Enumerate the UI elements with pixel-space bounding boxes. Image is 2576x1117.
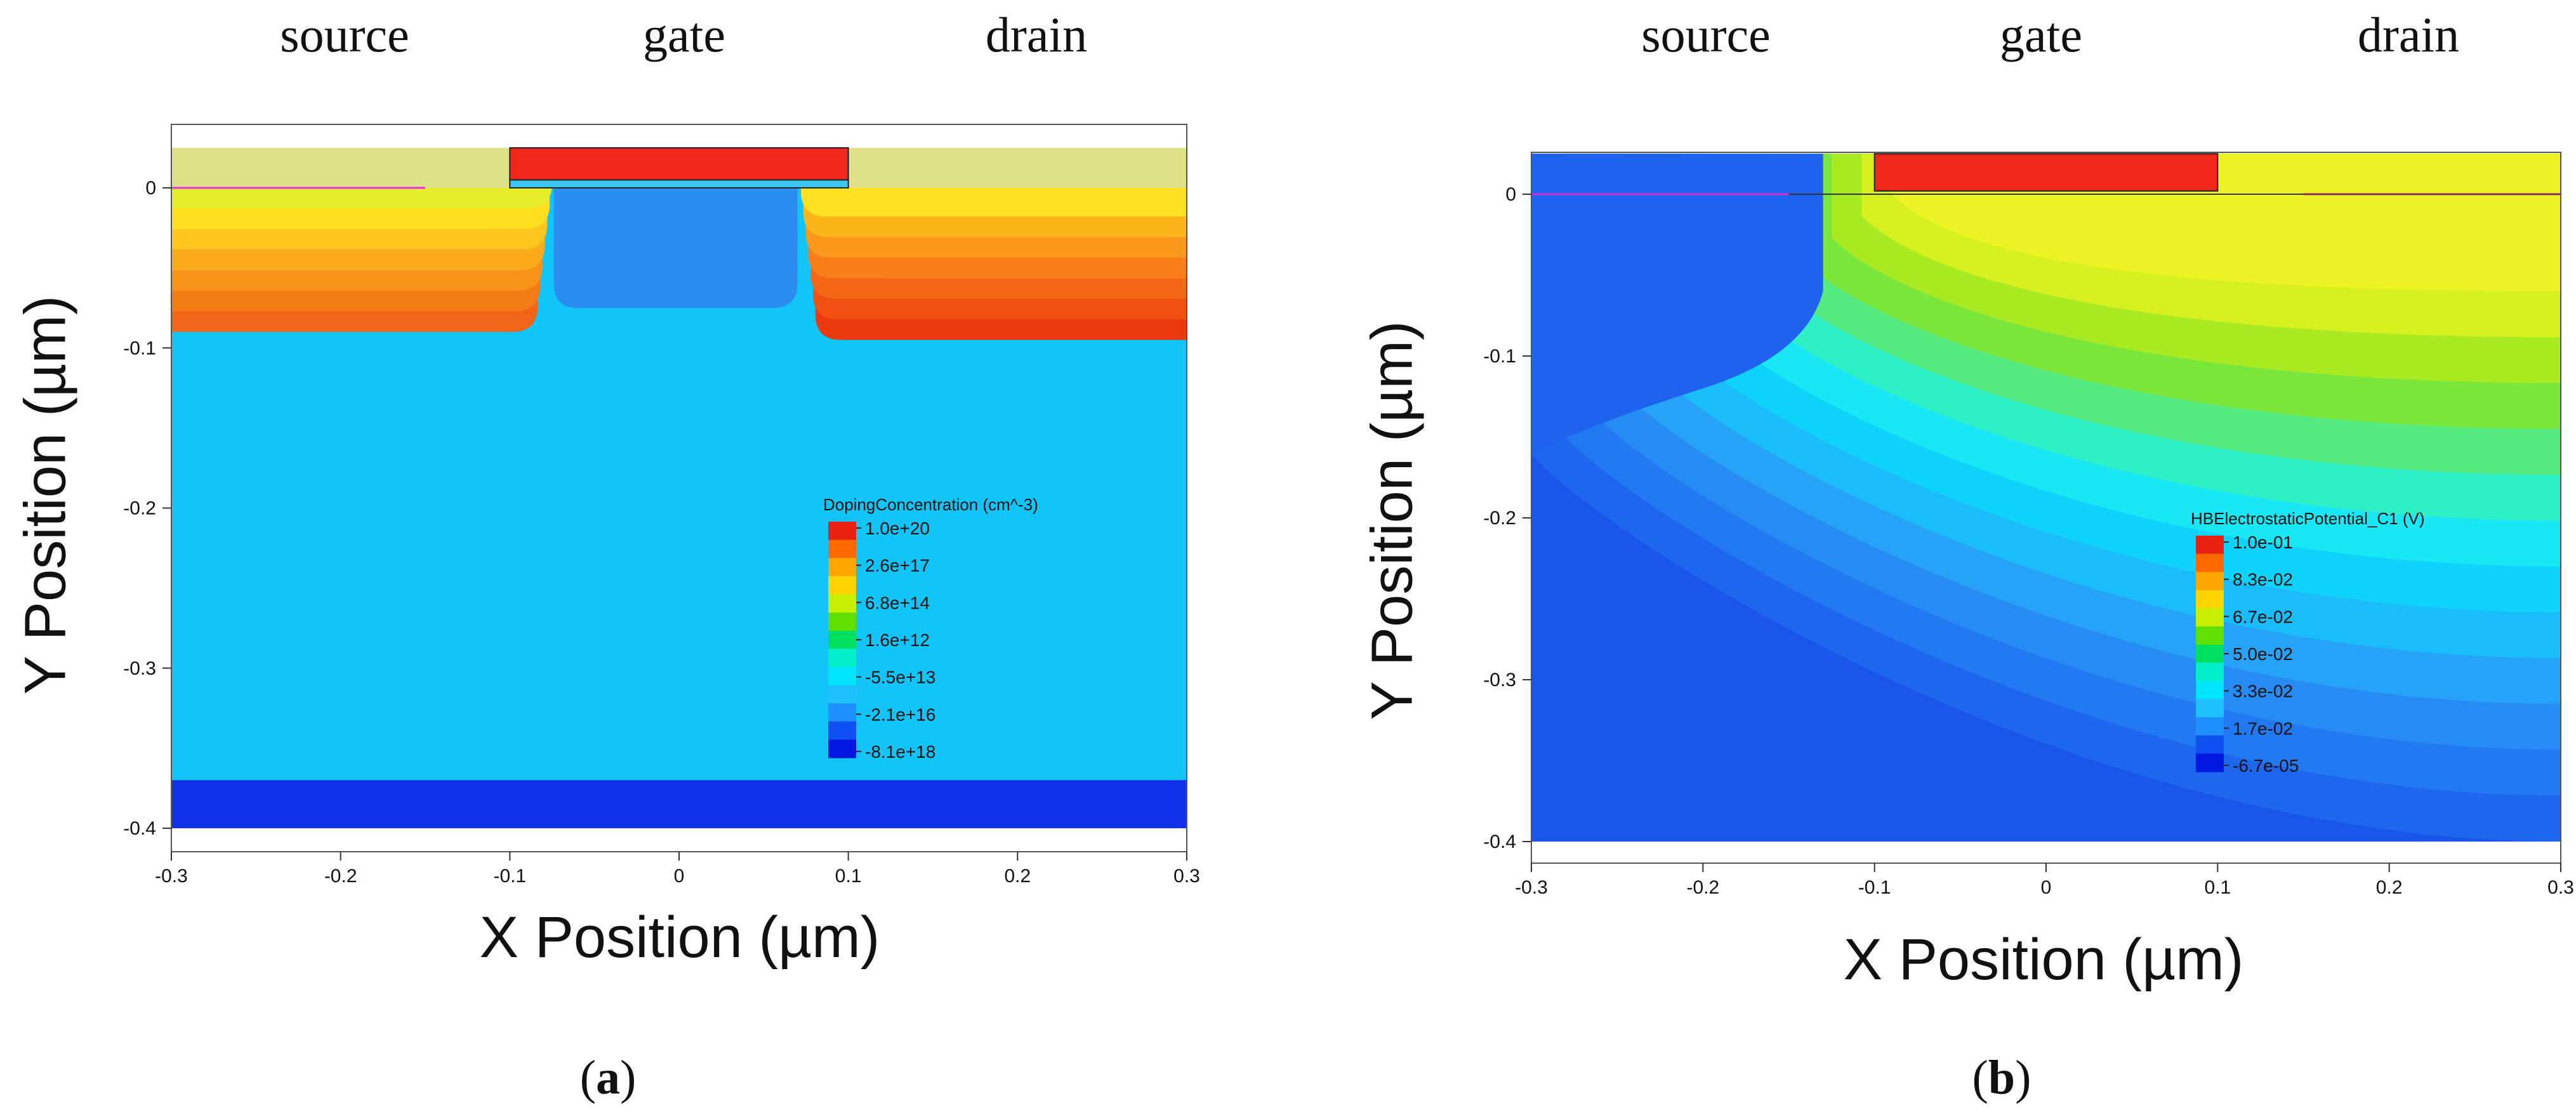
legend-swatch: [828, 576, 856, 595]
legend-label: 1.0e+20: [865, 519, 930, 538]
region-label-source: source: [1641, 7, 1771, 62]
legend-label: 6.7e-02: [2233, 607, 2293, 626]
legend-swatch: [828, 539, 856, 558]
legend-swatch: [2196, 590, 2224, 609]
substrate-bottom-band: [171, 780, 1187, 828]
legend-label: 1.0e-01: [2233, 532, 2293, 552]
x-axis-label: X Position (µm): [1843, 927, 2244, 992]
legend-swatch: [828, 612, 856, 631]
legend-label: -5.5e+13: [865, 668, 935, 687]
figure-caption: (b): [1972, 1051, 2031, 1104]
x-tick-label: 0.3: [2547, 877, 2574, 898]
channel-region: [553, 188, 798, 308]
y-tick-label: -0.1: [1483, 346, 1516, 367]
legend-swatch: [2196, 626, 2224, 645]
legend-swatch: [828, 739, 856, 758]
legend-title: DopingConcentration (cm^-3): [823, 495, 1038, 514]
x-tick-label: 0: [2041, 877, 2052, 898]
legend-swatch: [2196, 663, 2224, 682]
gate-oxide: [509, 179, 849, 189]
legend-swatch: [2196, 572, 2224, 591]
legend-label: 8.3e-02: [2233, 570, 2293, 590]
source-doping-band: [171, 183, 552, 209]
caption-letter: b: [1988, 1051, 2016, 1104]
region-label-drain: drain: [2357, 7, 2460, 62]
gate-electrode: [509, 147, 849, 181]
legend-swatch: [828, 649, 856, 668]
legend-swatch: [2196, 753, 2224, 772]
x-tick-label: -0.3: [155, 866, 188, 887]
x-axis-label: X Position (µm): [479, 905, 880, 970]
x-tick-label: 0: [674, 866, 685, 887]
x-tick-label: -0.1: [493, 866, 526, 887]
x-tick-label: 0.2: [2376, 877, 2403, 898]
legend-label: -2.1e+16: [865, 704, 935, 724]
x-tick-label: 0.1: [2204, 877, 2231, 898]
legend-swatch: [828, 721, 856, 740]
legend-label: -8.1e+18: [865, 742, 935, 762]
x-tick-label: -0.3: [1515, 877, 1548, 898]
legend-label: 1.6e+12: [865, 630, 930, 650]
legend-label: 3.3e-02: [2233, 682, 2293, 701]
source-potential-zone: [1531, 154, 1823, 453]
figure-caption: (a): [579, 1051, 637, 1104]
legend-swatch: [828, 685, 856, 704]
y-tick-label: -0.1: [123, 338, 156, 359]
legend-label: 1.7e-02: [2233, 718, 2293, 738]
y-tick-label: 0: [145, 178, 156, 199]
legend-swatch: [2196, 608, 2224, 627]
y-tick-label: 0: [1505, 184, 1516, 205]
x-tick-label: -0.2: [1686, 877, 1719, 898]
legend-label: -6.7e-05: [2233, 756, 2299, 776]
y-tick-label: -0.4: [1483, 831, 1516, 852]
caption-letter: a: [596, 1051, 620, 1104]
y-tick-label: -0.3: [123, 658, 156, 679]
figure-a: source gate drain -0.3 -0.2 -0.1 0 0.1 0.2 0.3…: [0, 0, 1282, 1117]
legend-swatch: [2196, 644, 2224, 663]
legend-label: 2.6e+17: [865, 556, 930, 576]
figure-b: source gate drain -0.3 -0.2 -0.1 0 0.1 0.2 0.3…: [1282, 0, 2576, 1117]
legend-swatch: [2196, 717, 2224, 736]
legend-swatch: [828, 594, 856, 613]
region-label-source: source: [280, 7, 409, 62]
x-tick-label: 0.1: [835, 866, 862, 887]
y-tick-label: -0.2: [1483, 508, 1516, 529]
y-tick-label: -0.4: [123, 818, 156, 839]
legend-title: HBElectrostaticPotential_C1 (V): [2191, 509, 2424, 528]
legend-swatch: [2196, 735, 2224, 754]
x-tick-label: 0.2: [1004, 866, 1031, 887]
x-tick-label: 0.3: [1173, 866, 1200, 887]
y-axis-label: Y Position (µm): [1359, 321, 1425, 720]
y-tick-label: -0.2: [123, 498, 156, 519]
legend-swatch: [828, 666, 856, 686]
legend-swatch: [828, 558, 856, 577]
legend-swatch: [828, 522, 856, 541]
gate-electrode: [1873, 153, 2219, 192]
region-label-drain: drain: [985, 7, 1088, 62]
x-tick-label: -0.2: [324, 866, 357, 887]
y-axis-label: Y Position (µm): [13, 295, 78, 695]
electrostatic-potential-plot: -0.3 -0.2 -0.1 0 0.1 0.2 0.3 0 -0.1 -0.2 -0.3 -0.4 H…: [1483, 152, 2574, 898]
legend-swatch: [2196, 536, 2224, 555]
legend-label: 5.0e-02: [2233, 644, 2293, 664]
legend-swatch: [2196, 553, 2224, 572]
legend-swatch: [2196, 680, 2224, 700]
drain-doping-band: [801, 188, 1187, 217]
legend-label: 6.8e+14: [865, 593, 930, 612]
doping-concentration-plot: -0.3 -0.2 -0.1 0 0.1 0.2 0.3 0 -0.1 -0.2 -0.3 -0.4 D…: [123, 124, 1200, 887]
legend-swatch: [2196, 699, 2224, 718]
legend-swatch: [828, 703, 856, 722]
y-tick-label: -0.3: [1483, 670, 1516, 691]
x-tick-label: -0.1: [1858, 877, 1891, 898]
region-label-gate: gate: [2000, 7, 2082, 62]
region-label-gate: gate: [643, 7, 725, 62]
legend-swatch: [828, 630, 856, 649]
